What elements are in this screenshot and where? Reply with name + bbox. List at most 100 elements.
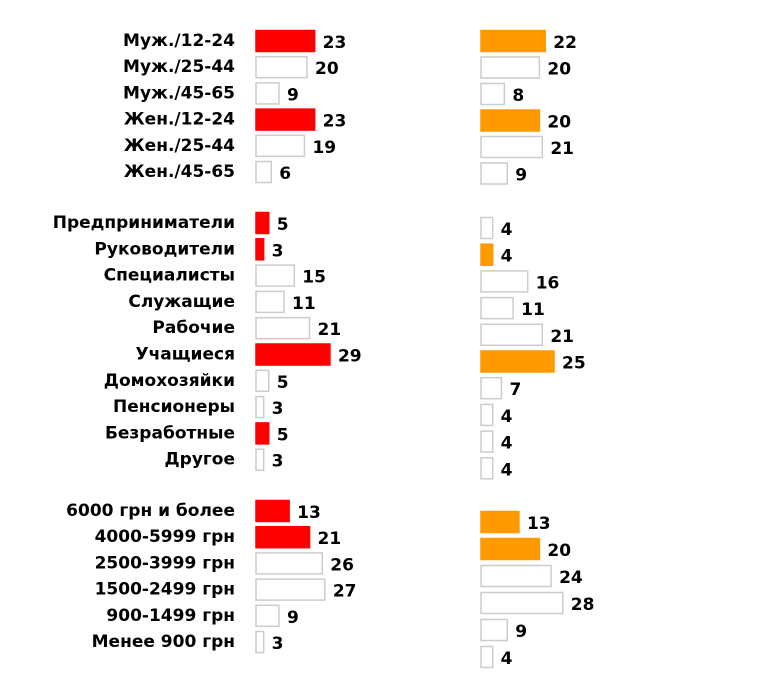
bar [480, 591, 564, 615]
bar [255, 290, 285, 314]
bar [480, 243, 494, 266]
category-label: Пенсионеры [113, 397, 235, 417]
value-label: 21 [550, 139, 574, 159]
bar [480, 56, 541, 79]
value-label: 15 [302, 268, 326, 288]
category-label: Жен./12-24 [124, 110, 235, 130]
bar [480, 135, 544, 159]
bar [255, 525, 311, 549]
bar [480, 162, 509, 185]
bar [480, 430, 494, 453]
value-label: 5 [277, 373, 289, 393]
value-label: 28 [571, 595, 595, 615]
category-label: Жен./25-44 [124, 136, 235, 156]
bar [255, 499, 290, 523]
bar [255, 238, 265, 261]
bar [255, 211, 270, 235]
value-label: 3 [272, 399, 284, 419]
bar [480, 350, 555, 373]
value-label: 13 [527, 514, 551, 534]
bar [255, 630, 265, 654]
category-label: Учащиеся [136, 345, 235, 365]
category-label: Муж./25-44 [123, 57, 235, 77]
category-label: Руководители [94, 239, 235, 259]
bar [480, 82, 506, 106]
category-label: 4000-5999 грн [95, 527, 235, 547]
value-label: 4 [501, 220, 513, 240]
bar [255, 134, 306, 158]
category-label: Рабочие [152, 318, 235, 338]
value-label: 4 [501, 460, 513, 480]
category-label: Менее 900 грн [92, 632, 235, 652]
category-label: 1500-2499 грн [95, 580, 235, 600]
value-label: 4 [501, 649, 513, 669]
bar [480, 457, 494, 480]
value-label: 27 [333, 582, 357, 602]
value-label: 9 [287, 608, 299, 628]
category-label: 6000 грн и более [66, 501, 235, 521]
value-label: 21 [550, 327, 574, 347]
value-label: 21 [318, 529, 342, 549]
bar [255, 55, 308, 79]
category-label: Безработные [105, 423, 235, 443]
category-label: Муж./12-24 [123, 31, 235, 51]
value-label: 25 [562, 354, 586, 374]
bar [480, 29, 546, 53]
bar [255, 316, 311, 340]
bar [480, 109, 541, 132]
bar [255, 448, 265, 471]
bar [255, 552, 324, 575]
value-label: 5 [277, 215, 289, 235]
value-label: 23 [323, 112, 347, 132]
bar [255, 264, 295, 287]
value-label: 11 [521, 300, 545, 320]
category-label: Домохозяйки [104, 371, 235, 391]
bar [480, 323, 544, 347]
value-label: 9 [515, 166, 527, 186]
value-label: 21 [318, 320, 342, 340]
value-label: 7 [509, 380, 521, 400]
bar [480, 564, 552, 588]
value-label: 16 [536, 273, 560, 293]
category-label: Муж./45-65 [123, 83, 235, 103]
bar [255, 29, 316, 53]
value-label: 9 [515, 622, 527, 642]
value-label: 19 [312, 138, 336, 158]
bar [480, 296, 514, 320]
bar [480, 510, 520, 534]
category-label: 2500-3999 грн [95, 553, 235, 573]
value-label: 4 [501, 407, 513, 427]
value-label: 4 [501, 247, 513, 267]
value-label: 26 [330, 555, 354, 575]
category-label: 900-1499 грн [106, 606, 235, 626]
value-label: 23 [323, 33, 347, 53]
value-label: 20 [547, 60, 571, 80]
bar [255, 604, 280, 628]
bar [480, 645, 494, 669]
value-label: 29 [338, 347, 362, 367]
category-label: Предприниматели [53, 213, 235, 233]
bar [255, 395, 265, 419]
value-label: 5 [277, 425, 289, 445]
value-label: 3 [272, 452, 284, 472]
value-label: 3 [272, 634, 284, 654]
bar [480, 403, 494, 427]
bar [255, 369, 270, 393]
bar [255, 82, 280, 105]
value-label: 11 [292, 294, 316, 314]
category-label: Специалисты [104, 266, 235, 286]
bar [255, 343, 331, 366]
value-label: 3 [272, 241, 284, 261]
bar [255, 578, 326, 601]
value-label: 4 [501, 434, 513, 454]
bar [255, 160, 273, 184]
category-label: Жен./45-65 [124, 162, 235, 182]
value-label: 20 [547, 541, 571, 561]
bar [255, 108, 316, 131]
value-label: 13 [297, 503, 321, 523]
bar [480, 270, 529, 293]
bar [480, 376, 503, 400]
bar [480, 618, 509, 642]
bar [480, 216, 494, 240]
bar [480, 537, 541, 561]
